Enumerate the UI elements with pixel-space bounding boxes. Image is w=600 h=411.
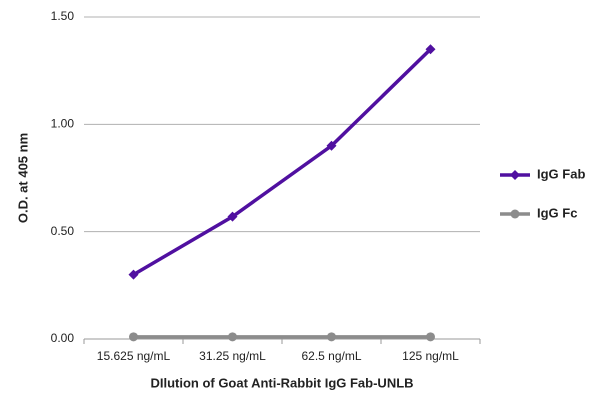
marker bbox=[425, 44, 436, 55]
x-axis-title: DIlution of Goat Anti-Rabbit IgG Fab-UNL… bbox=[150, 375, 413, 390]
marker bbox=[510, 170, 520, 180]
marker bbox=[129, 332, 138, 342]
marker bbox=[426, 332, 435, 342]
y-tick-label: 1.50 bbox=[51, 9, 75, 23]
legend-label: IgG Fab bbox=[537, 166, 585, 181]
y-tick-label: 0.00 bbox=[51, 331, 75, 345]
series-line bbox=[132, 47, 432, 277]
y-axis-title: O.D. at 405 nm bbox=[15, 133, 30, 223]
x-tick-label: 125 ng/mL bbox=[402, 349, 459, 363]
marker bbox=[228, 332, 237, 342]
y-tick-label: 1.00 bbox=[51, 117, 75, 131]
marker bbox=[326, 140, 337, 151]
legend-label: IgG Fc bbox=[537, 205, 577, 220]
x-tick-label: 62.5 ng/mL bbox=[301, 349, 361, 363]
marker bbox=[128, 269, 139, 280]
x-tick-label: 15.625 ng/mL bbox=[97, 349, 171, 363]
marker bbox=[327, 332, 336, 342]
marker bbox=[227, 211, 238, 222]
x-tick-label: 31.25 ng/mL bbox=[199, 349, 266, 363]
marker bbox=[510, 209, 520, 219]
y-tick-label: 0.50 bbox=[51, 224, 75, 238]
